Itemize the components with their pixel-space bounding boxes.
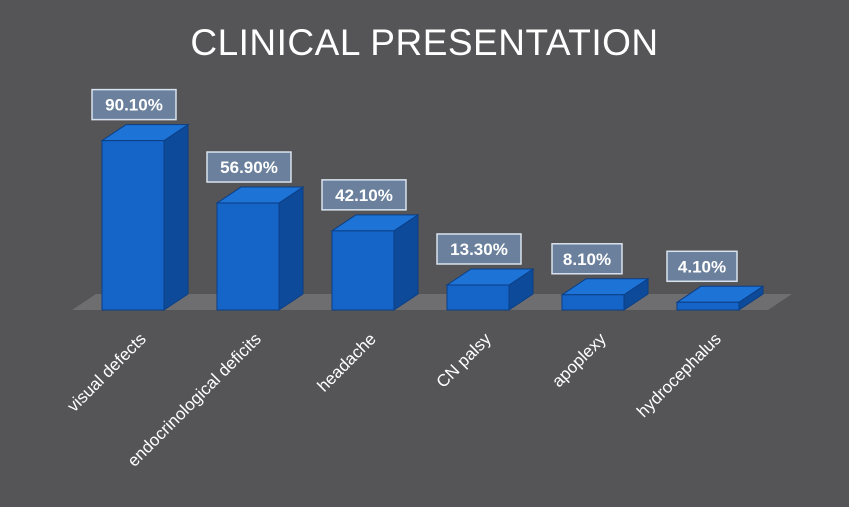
data-label-box xyxy=(551,243,623,275)
data-label-box xyxy=(666,250,738,283)
data-label: 90.10% xyxy=(105,96,163,115)
bar-group xyxy=(675,285,765,311)
bar-group xyxy=(330,213,420,311)
data-label: 56.90% xyxy=(220,158,278,177)
category-tick-label: endocrinological deficits xyxy=(124,329,265,470)
category-tick-label: visual defects xyxy=(64,329,150,415)
data-label: 8.10% xyxy=(563,250,611,269)
bar-group xyxy=(560,277,650,311)
category-tick-label: apoplexy xyxy=(548,329,610,391)
category-tick-label: CN palsy xyxy=(433,329,496,392)
bar-group xyxy=(445,268,535,311)
data-label: 42.10% xyxy=(335,186,393,205)
bar xyxy=(331,230,395,311)
bar xyxy=(676,301,740,311)
bar-group xyxy=(215,186,305,311)
bar xyxy=(561,294,625,311)
bar-side xyxy=(163,123,189,311)
bar-group xyxy=(100,123,190,311)
data-label-box xyxy=(206,151,292,183)
data-label-box xyxy=(321,179,407,211)
data-label: 4.10% xyxy=(678,257,726,276)
bar xyxy=(216,202,280,311)
category-tick-label: hydrocephalus xyxy=(633,329,725,421)
category-tick-label: headache xyxy=(314,329,380,395)
bar-side xyxy=(278,186,304,311)
chart-title: CLINICAL PRESENTATION xyxy=(190,22,659,63)
bar-side xyxy=(393,213,419,311)
bar xyxy=(101,140,165,311)
data-label: 13.30% xyxy=(450,240,508,259)
data-label-box xyxy=(436,233,522,265)
bar xyxy=(446,284,510,311)
data-label-box xyxy=(91,88,177,121)
